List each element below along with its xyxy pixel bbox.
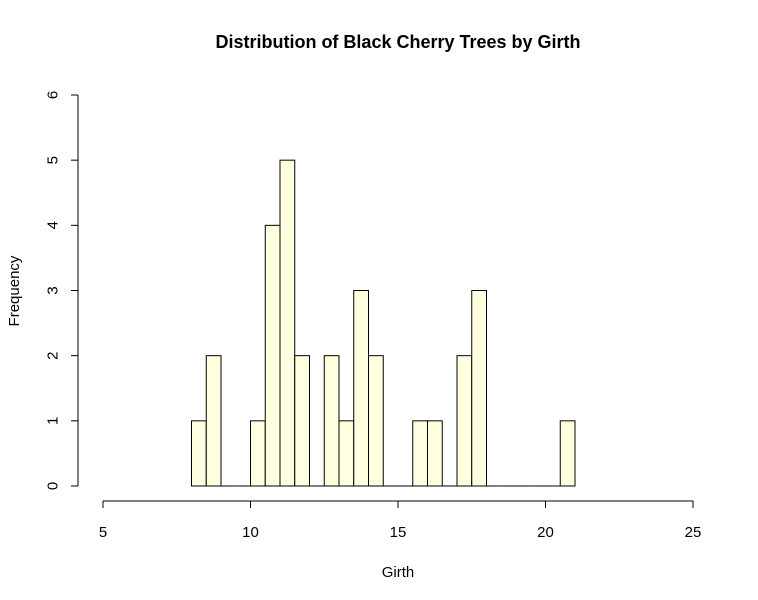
x-tick-label: 25 [685, 524, 702, 541]
y-tick-label: 2 [45, 351, 62, 359]
histogram-bar-5 [264, 224, 281, 487]
histogram-bar-15 [412, 420, 428, 487]
histogram-bar-25 [559, 420, 576, 487]
y-tick-label: 3 [45, 286, 62, 294]
x-axis-label: Girth [382, 564, 415, 581]
chart-title: Distribution of Black Cherry Trees by Gi… [215, 32, 580, 52]
x-tick-label: 5 [99, 524, 107, 541]
y-axis: 0 1 2 3 4 5 6 [45, 91, 79, 490]
x-tick-label: 20 [537, 524, 554, 541]
histogram-bar-16 [427, 420, 443, 487]
histogram-bar-9 [323, 355, 340, 487]
x-tick-label: 10 [242, 524, 259, 541]
bars-layer [191, 159, 576, 487]
histogram-bar-1 [205, 355, 222, 487]
histogram-bar-11 [353, 290, 369, 487]
x-tick-label: 15 [390, 524, 407, 541]
y-axis-label: Frequency [6, 255, 23, 326]
y-tick-label: 6 [45, 91, 62, 99]
x-axis: 5 10 15 20 25 [99, 500, 702, 541]
y-tick-label: 1 [45, 417, 62, 425]
histogram-bar-12 [368, 355, 384, 487]
y-tick-label: 0 [45, 482, 62, 490]
histogram-bar-10 [338, 420, 355, 487]
histogram-bar-0 [191, 420, 207, 487]
histogram-bar-4 [250, 420, 266, 487]
histogram-bar-19 [471, 290, 487, 487]
y-tick-label: 5 [45, 156, 62, 164]
y-tick-label: 4 [45, 221, 62, 229]
histogram-bar-18 [456, 355, 473, 487]
histogram-bar-7 [294, 355, 310, 487]
histogram-bar-6 [279, 159, 296, 487]
